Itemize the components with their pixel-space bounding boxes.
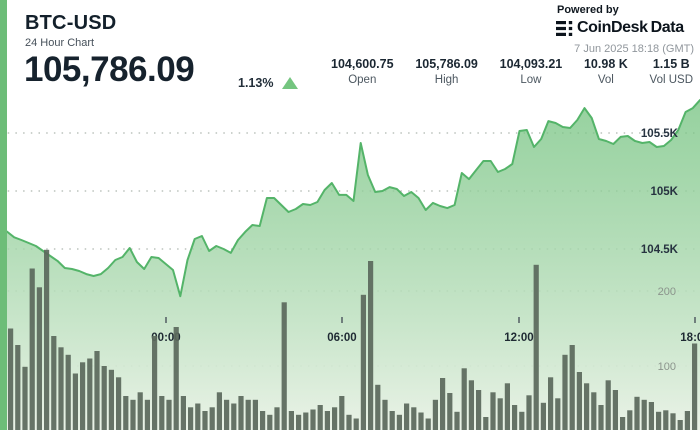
stat-label: Vol USD <box>649 74 693 86</box>
svg-text:18:00: 18:00 <box>680 332 700 344</box>
accent-stripe <box>0 0 7 430</box>
last-price: 105,786.09 <box>24 50 195 89</box>
chart-subtitle: 24 Hour Chart <box>25 37 95 49</box>
svg-text:105.5K: 105.5K <box>641 128 679 140</box>
price-change: 1.13% <box>238 76 299 90</box>
svg-text:100: 100 <box>658 361 676 373</box>
instrument-symbol: BTC-USD <box>25 12 117 34</box>
svg-text:105K: 105K <box>651 186 679 198</box>
timestamp: 7 Jun 2025 18:18 (GMT) <box>574 43 694 55</box>
stat-value: 104,093.21 <box>499 57 563 71</box>
stat-label: High <box>434 74 459 86</box>
volume-axis-labels: 200 100 <box>658 286 676 373</box>
stat-label: Open <box>348 74 377 86</box>
up-arrow-icon <box>282 77 299 89</box>
svg-text:104.5K: 104.5K <box>641 244 679 256</box>
coindesk-logo-icon <box>556 20 573 36</box>
brand-text: CoinDesk Data <box>577 19 684 37</box>
change-percent: 1.13% <box>238 76 274 90</box>
svg-text:12:00: 12:00 <box>504 332 533 344</box>
stat-value: 1.15 B <box>652 57 690 71</box>
brand-secondary: Data <box>650 19 684 36</box>
powered-by-label: Powered by <box>557 4 619 16</box>
stat-high: 105,786.09 High <box>415 57 478 86</box>
area-fill <box>7 100 700 430</box>
price-line <box>6 99 700 298</box>
svg-text:00:00: 00:00 <box>151 332 180 344</box>
stat-volume-usd: 1.15 B Vol USD <box>650 57 693 86</box>
price-axis-labels: 105.5K 105K 104.5K <box>641 128 679 256</box>
svg-text:06:00: 06:00 <box>327 332 356 344</box>
brand-primary: CoinDesk <box>577 19 648 36</box>
volume-bars <box>8 249 698 430</box>
stats-row: 104,600.75 Open 105,786.09 High 104,093.… <box>331 57 693 86</box>
coindesk-data-logo[interactable]: CoinDesk Data <box>556 19 684 37</box>
stat-value: 10.98 K <box>583 57 628 71</box>
stat-value: 104,600.75 <box>331 57 394 71</box>
stat-low: 104,093.21 Low <box>500 57 563 86</box>
stat-value: 105,786.09 <box>415 57 478 71</box>
x-axis-labels: 00:00 06:00 12:00 18:00 <box>151 317 700 344</box>
stat-label: Vol <box>597 74 614 86</box>
svg-text:200: 200 <box>658 286 676 298</box>
stat-volume: 10.98 K Vol <box>584 57 628 86</box>
stat-label: Low <box>520 74 542 86</box>
stat-open: 104,600.75 Open <box>331 57 394 86</box>
